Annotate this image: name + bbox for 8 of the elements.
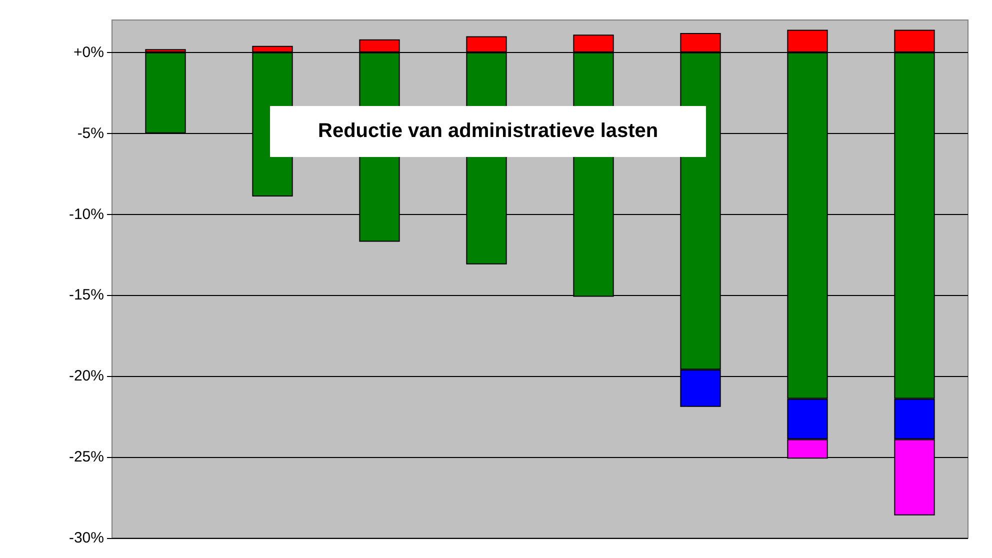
y-tick-label: -25%	[68, 448, 104, 466]
y-tick-label: -15%	[68, 286, 104, 304]
y-tick-label: -30%	[68, 530, 104, 546]
y-tick-label: +0%	[74, 44, 104, 61]
y-tick-label: -5%	[77, 124, 104, 142]
y-tick-label: -10%	[68, 206, 104, 223]
y-tick-label: -20%	[68, 368, 104, 385]
title-panel: Reductie van administratieve lasten	[270, 106, 706, 157]
